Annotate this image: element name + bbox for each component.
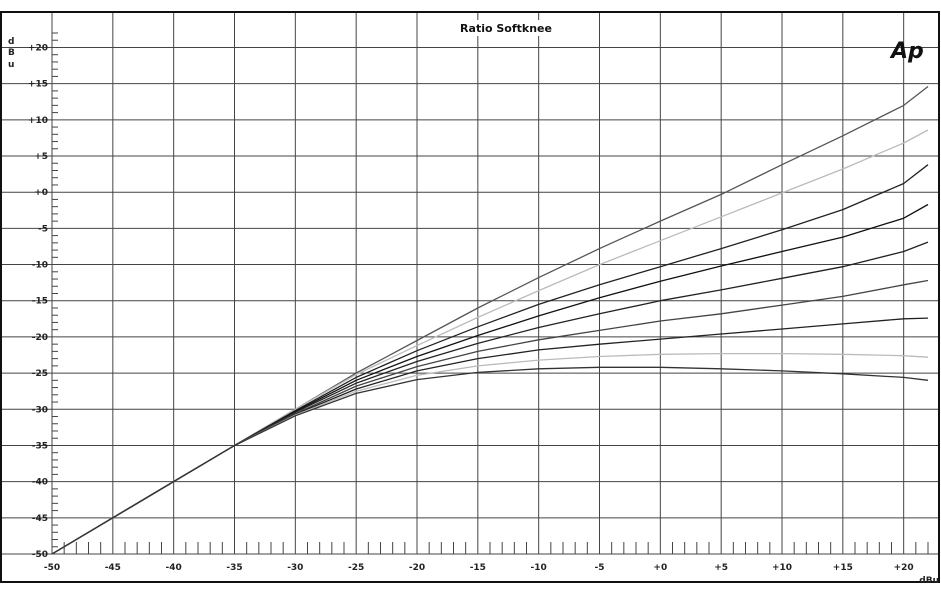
y-tick-label: -25	[32, 369, 48, 379]
y-tick-label: -50	[32, 550, 48, 560]
y-tick-labels: +20 +15 +10 +5 +0 -5 -10 -15 -20 -25 -30 -35 -40 -45 -…	[28, 43, 48, 560]
y-tick-label: -15	[32, 297, 48, 307]
y-tick-label: +10	[28, 116, 48, 126]
x-tick-label: -15	[470, 563, 486, 573]
x-tick-label: +20	[894, 563, 914, 573]
x-tick-label: +0	[653, 563, 667, 573]
y-axis-label-letter-2: B	[8, 48, 15, 58]
y-axis-label-letter-1: d	[8, 37, 14, 47]
x-tick-labels: -50 -45 -40 -35 -30 -25 -20 -15 -10 -5 +0 +5 +10 +15 +…	[44, 563, 914, 573]
series-lines	[51, 85, 929, 555]
y-tick-label: -30	[32, 405, 48, 415]
y-tick-label: +0	[34, 188, 48, 198]
series-line-9	[51, 366, 929, 555]
x-tick-label: +5	[714, 563, 728, 573]
y-tick-label: +20	[28, 43, 48, 53]
x-tick-label: -25	[348, 563, 364, 573]
y-tick-label: -40	[32, 478, 48, 488]
y-tick-label: +15	[28, 80, 48, 90]
y-tick-label: -20	[32, 333, 48, 343]
x-tick-label: -5	[595, 563, 605, 573]
x-axis-label: dBu	[919, 576, 939, 586]
x-tick-label: +15	[833, 563, 853, 573]
y-axis-label-letter-3: u	[8, 60, 14, 70]
y-tick-label: -10	[32, 261, 48, 271]
minor-ticks	[52, 32, 929, 554]
x-tick-label: +10	[772, 563, 792, 573]
ap-logo: Ap	[889, 39, 924, 64]
y-axis-label: d B u	[8, 37, 15, 70]
chart-border	[0, 11, 940, 583]
y-tick-label: -35	[32, 441, 48, 451]
y-tick-label: +5	[34, 152, 48, 162]
chart-title: Ratio Softknee	[460, 22, 552, 35]
y-tick-label: -5	[38, 224, 48, 234]
x-tick-label: -10	[531, 563, 547, 573]
x-tick-label: -50	[44, 563, 60, 573]
x-tick-label: -35	[226, 563, 242, 573]
y-tick-label: -45	[32, 514, 48, 524]
x-tick-label: -20	[409, 563, 425, 573]
x-tick-label: -45	[105, 563, 121, 573]
title-background	[446, 20, 566, 36]
x-tick-label: -30	[287, 563, 303, 573]
x-tick-label: -40	[166, 563, 182, 573]
